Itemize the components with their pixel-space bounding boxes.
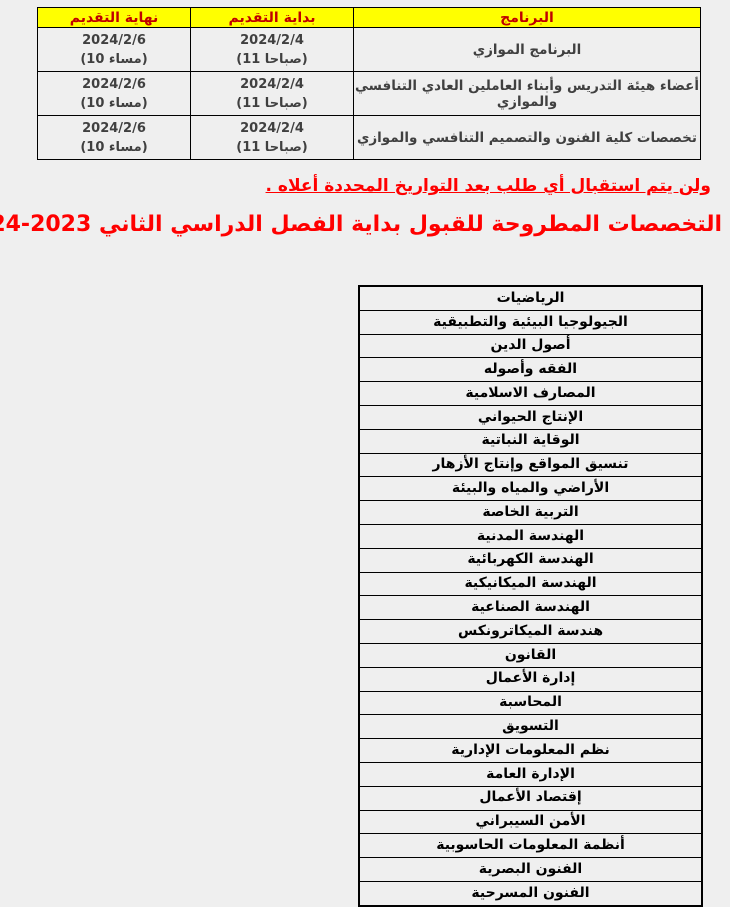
end-time-value: (مساء 10)	[80, 95, 148, 111]
majors-heading-text: التخصصات المطروحة للقبول بداية الفصل الد…	[98, 212, 722, 237]
major-row: الفنون المسرحية	[358, 880, 703, 907]
end-date-value: 2024/2/6	[82, 32, 146, 48]
major-row: الهندسة المدنية	[358, 523, 703, 549]
major-name-cell: أصول الدين	[358, 333, 703, 359]
start-date-value: 2024/2/4	[240, 76, 304, 92]
major-name-cell: تنسيق المواقع وإنتاج الأزهار	[358, 452, 703, 478]
major-row: الهندسة الكهربائية	[358, 547, 703, 573]
major-name-cell: هندسة الميكاترونكس	[358, 619, 703, 644]
majors-section-heading: التخصصات المطروحة للقبول بداية الفصل الد…	[0, 208, 722, 242]
major-name-cell: المصارف الاسلامية	[358, 381, 703, 406]
start-time-value: (صباحا 11)	[236, 95, 308, 111]
majors-heading-years: 2024-2023	[0, 212, 92, 237]
schedule-header-row: البرنامج بداية التقديم نهاية التقديم	[37, 7, 701, 28]
schedule-row: البرنامج الموازي 2024/2/4 (صباحا 11) 202…	[37, 27, 701, 72]
major-row: الهندسة الصناعية	[358, 595, 703, 621]
admission-schedule-table: البرنامج بداية التقديم نهاية التقديم الب…	[37, 7, 701, 160]
major-name-cell: التربية الخاصة	[358, 500, 703, 525]
major-row: إقتصاد الأعمال	[358, 785, 703, 811]
program-name-cell: تخصصات كلية الفنون والتصميم التنافسي وال…	[353, 115, 701, 160]
major-name-cell: القانون	[358, 642, 703, 668]
column-header-start-date: بداية التقديم	[190, 7, 354, 28]
major-name-cell: نظم المعلومات الإدارية	[358, 738, 703, 763]
major-name-cell: الجيولوجيا البيئية والتطبيقية	[358, 309, 703, 335]
major-row: القانون	[358, 642, 703, 668]
start-date-cell: 2024/2/4 (صباحا 11)	[190, 115, 354, 160]
major-row: نظم المعلومات الإدارية	[358, 738, 703, 763]
major-row: إدارة الأعمال	[358, 666, 703, 692]
column-header-program: البرنامج	[353, 7, 701, 28]
major-name-cell: إقتصاد الأعمال	[358, 785, 703, 811]
end-date-value: 2024/2/6	[82, 120, 146, 136]
start-time-value: (صباحا 11)	[236, 51, 308, 67]
major-name-cell: الإنتاج الحيواني	[358, 404, 703, 430]
start-date-value: 2024/2/4	[240, 32, 304, 48]
major-name-cell: المحاسبة	[358, 690, 703, 716]
major-row: الوقاية النباتية	[358, 428, 703, 454]
major-name-cell: الأمن السيبراني	[358, 809, 703, 835]
major-row: الجيولوجيا البيئية والتطبيقية	[358, 309, 703, 335]
program-name-cell: أعضاء هيئة التدريس وأبناء العاملين العاد…	[353, 71, 701, 116]
major-row: تنسيق المواقع وإنتاج الأزهار	[358, 452, 703, 478]
major-row: الإنتاج الحيواني	[358, 404, 703, 430]
major-name-cell: الوقاية النباتية	[358, 428, 703, 454]
major-name-cell: الهندسة الصناعية	[358, 595, 703, 621]
end-date-cell: 2024/2/6 (مساء 10)	[37, 27, 191, 72]
start-date-value: 2024/2/4	[240, 120, 304, 136]
major-name-cell: الأراضي والمياه والبيئة	[358, 476, 703, 502]
major-row: الأمن السيبراني	[358, 809, 703, 835]
major-row: أصول الدين	[358, 333, 703, 359]
start-time-value: (صباحا 11)	[236, 139, 308, 155]
major-name-cell: الفقه وأصوله	[358, 357, 703, 383]
major-row: أنظمة المعلومات الحاسوبية	[358, 833, 703, 859]
schedule-header: البرنامج بداية التقديم نهاية التقديم	[37, 7, 701, 28]
end-date-value: 2024/2/6	[82, 76, 146, 92]
schedule-body: البرنامج الموازي 2024/2/4 (صباحا 11) 202…	[37, 27, 701, 160]
deadline-notice-text: ولن يتم استقبال أي طلب بعد التواريخ المح…	[265, 176, 711, 196]
major-row: الرياضيات	[358, 285, 703, 311]
major-row: الفقه وأصوله	[358, 357, 703, 383]
end-date-cell: 2024/2/6 (مساء 10)	[37, 115, 191, 160]
program-name-cell: البرنامج الموازي	[353, 27, 701, 72]
major-name-cell: أنظمة المعلومات الحاسوبية	[358, 833, 703, 859]
majors-list-body: الرياضيات الجيولوجيا البيئية والتطبيقية …	[358, 285, 703, 907]
major-name-cell: إدارة الأعمال	[358, 666, 703, 692]
majors-list-table: الرياضيات الجيولوجيا البيئية والتطبيقية …	[358, 285, 703, 907]
major-name-cell: التسويق	[358, 714, 703, 740]
major-row: التربية الخاصة	[358, 500, 703, 525]
schedule-row: أعضاء هيئة التدريس وأبناء العاملين العاد…	[37, 71, 701, 116]
start-date-cell: 2024/2/4 (صباحا 11)	[190, 27, 354, 72]
major-name-cell: الرياضيات	[358, 285, 703, 311]
start-date-cell: 2024/2/4 (صباحا 11)	[190, 71, 354, 116]
major-row: المحاسبة	[358, 690, 703, 716]
major-name-cell: الهندسة الكهربائية	[358, 547, 703, 573]
major-row: التسويق	[358, 714, 703, 740]
major-name-cell: الإدارة العامة	[358, 761, 703, 787]
major-row: الأراضي والمياه والبيئة	[358, 476, 703, 502]
major-name-cell: الهندسة الميكانيكية	[358, 571, 703, 597]
major-row: الإدارة العامة	[358, 761, 703, 787]
major-row: الهندسة الميكانيكية	[358, 571, 703, 597]
end-time-value: (مساء 10)	[80, 139, 148, 155]
end-date-cell: 2024/2/6 (مساء 10)	[37, 71, 191, 116]
major-name-cell: الفنون البصرية	[358, 857, 703, 882]
column-header-end-date: نهاية التقديم	[37, 7, 191, 28]
major-name-cell: الهندسة المدنية	[358, 523, 703, 549]
end-time-value: (مساء 10)	[80, 51, 148, 67]
schedule-row: تخصصات كلية الفنون والتصميم التنافسي وال…	[37, 115, 701, 160]
major-row: المصارف الاسلامية	[358, 381, 703, 406]
major-row: الفنون البصرية	[358, 857, 703, 882]
major-name-cell: الفنون المسرحية	[358, 880, 703, 907]
major-row: هندسة الميكاترونكس	[358, 619, 703, 644]
